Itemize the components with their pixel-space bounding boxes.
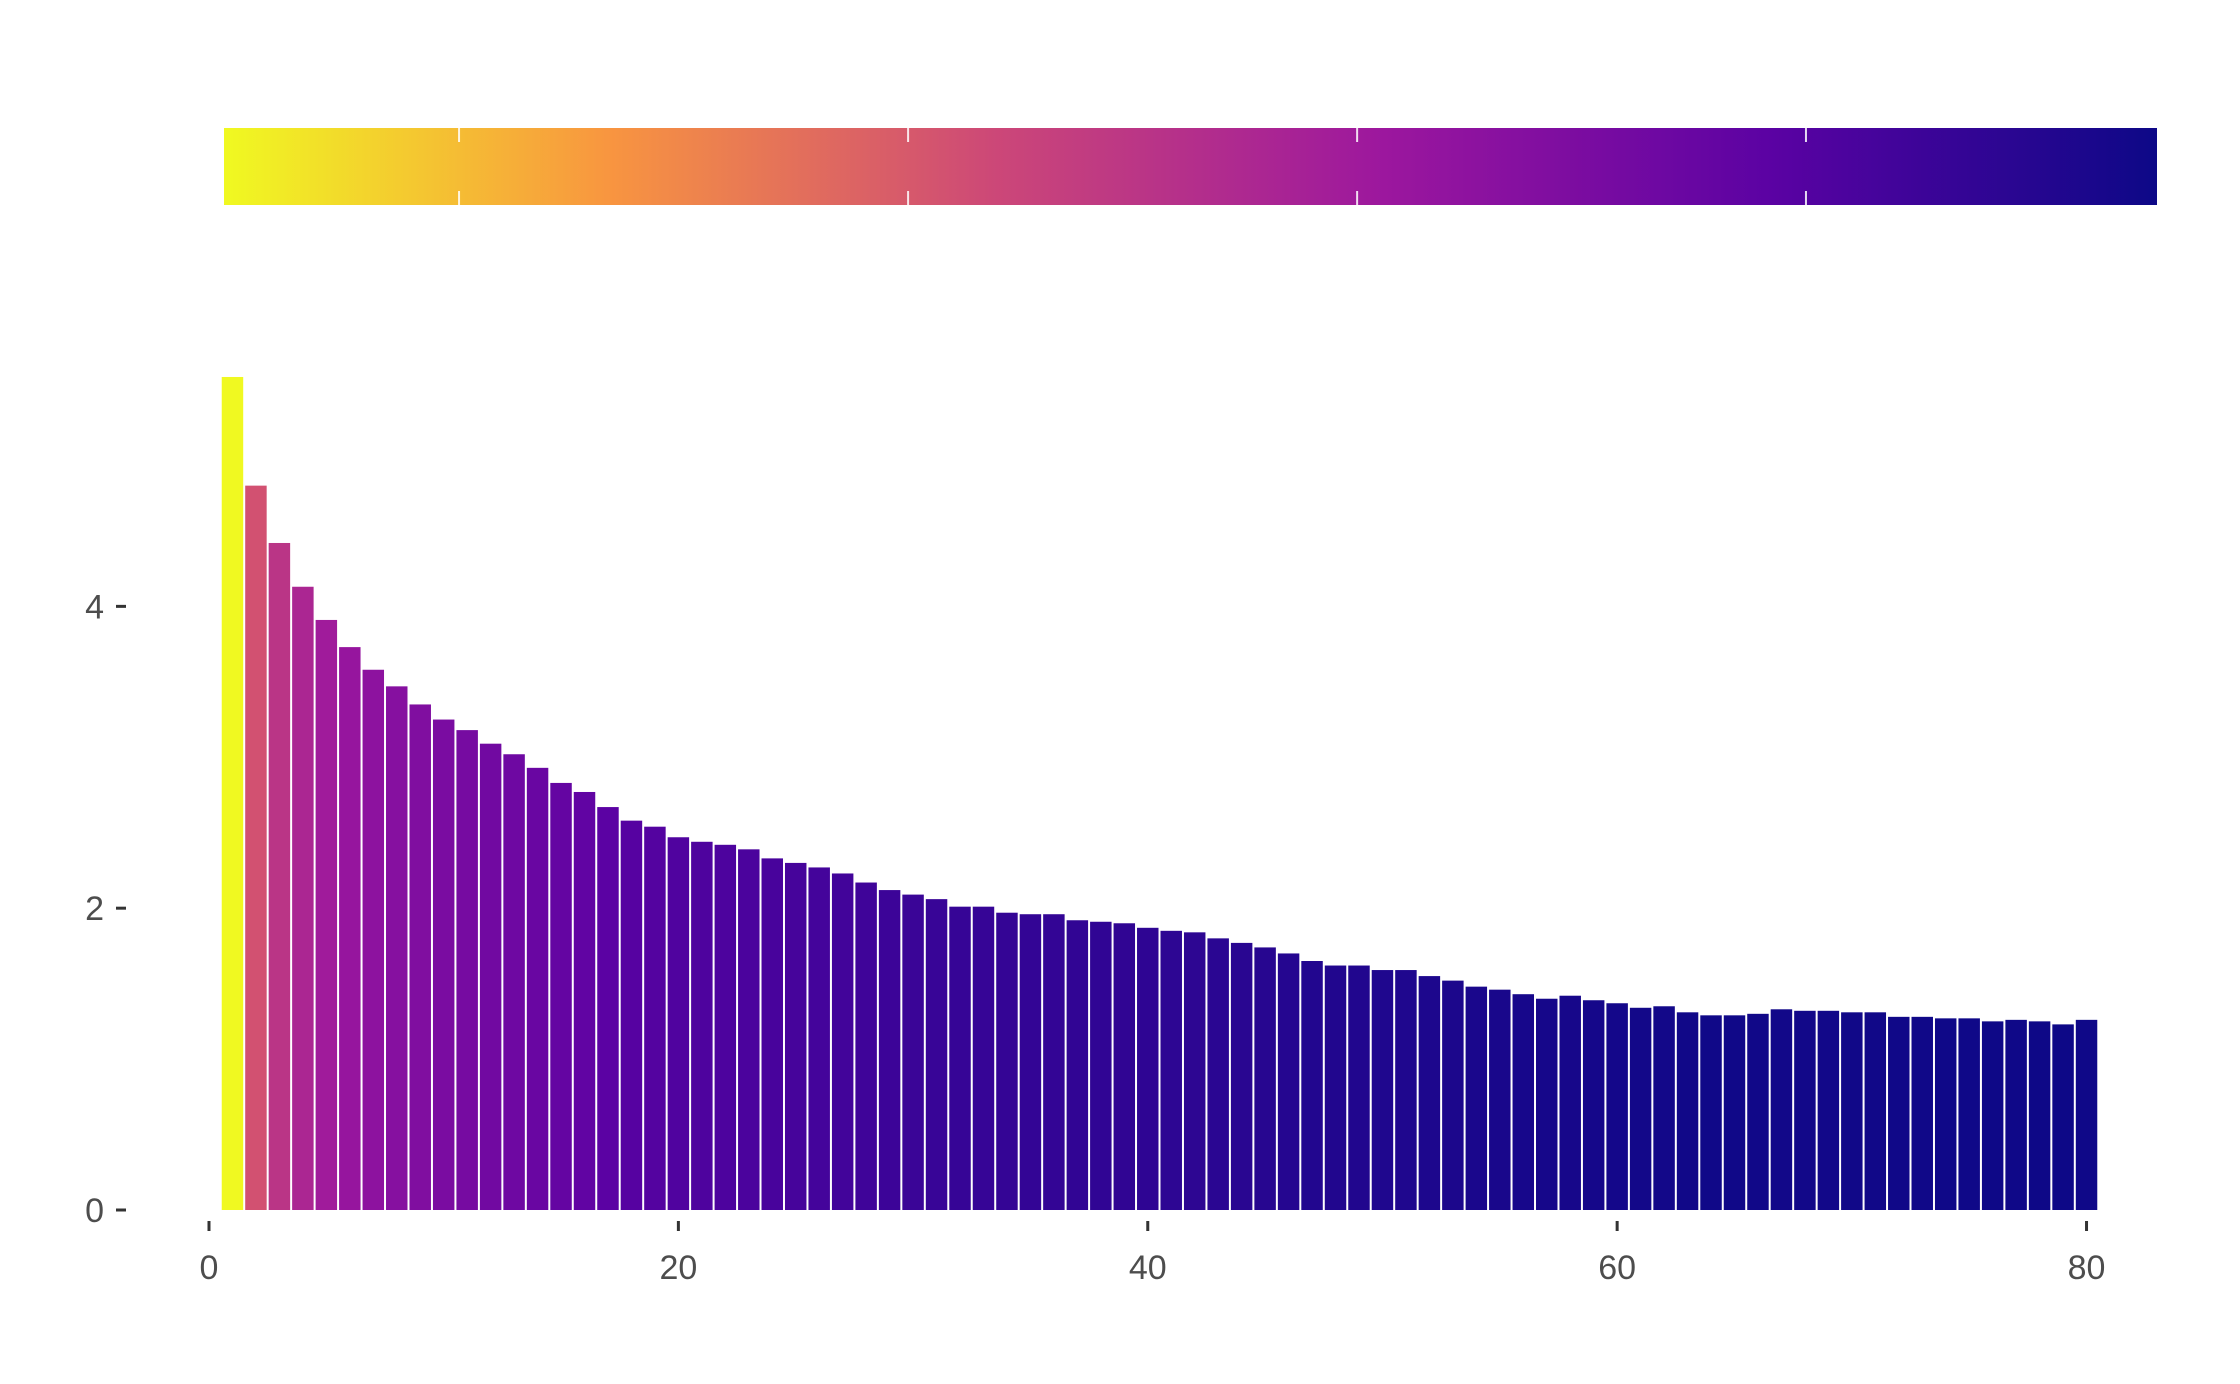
bar xyxy=(1981,1021,2004,1210)
bar xyxy=(221,376,244,1211)
x-tick-label: 60 xyxy=(1598,1249,1636,1287)
bar xyxy=(1629,1007,1652,1210)
bar xyxy=(245,485,267,1210)
x-tick-label: 80 xyxy=(2068,1249,2106,1287)
bar xyxy=(1606,1003,1628,1210)
bar xyxy=(386,686,408,1210)
bar xyxy=(902,894,924,1210)
bar xyxy=(479,743,502,1210)
bar xyxy=(456,730,478,1210)
bar xyxy=(1794,1010,1816,1210)
bar xyxy=(620,820,643,1210)
bar xyxy=(1536,998,1558,1210)
bar xyxy=(1864,1012,1887,1210)
bar xyxy=(1700,1015,1722,1210)
bar xyxy=(1160,930,1182,1210)
bar xyxy=(644,826,666,1210)
y-tick-label: 4 xyxy=(85,588,104,626)
bar xyxy=(1137,927,1159,1210)
colorbar-gradient xyxy=(224,128,2157,205)
bar xyxy=(1958,1018,1980,1210)
bar xyxy=(1817,1010,1840,1210)
bar xyxy=(2052,1024,2074,1210)
bar xyxy=(503,754,525,1210)
bar xyxy=(268,542,291,1210)
bar xyxy=(1090,921,1112,1210)
bar xyxy=(761,858,783,1210)
bar xyxy=(1019,914,1042,1210)
bar xyxy=(1723,1015,1746,1210)
bar xyxy=(1582,1000,1605,1210)
y-tick-label: 2 xyxy=(85,890,104,928)
bar xyxy=(550,782,572,1210)
bar xyxy=(808,867,830,1210)
bar xyxy=(691,841,713,1210)
bar xyxy=(1653,1006,1675,1210)
bar xyxy=(714,844,737,1210)
bar xyxy=(1442,980,1464,1210)
bars-group xyxy=(221,376,2098,1211)
bar xyxy=(2005,1019,2027,1210)
bar xyxy=(597,807,619,1210)
bar xyxy=(573,791,596,1210)
bar xyxy=(1230,942,1253,1210)
y-tick-label: 0 xyxy=(85,1192,104,1230)
bar xyxy=(409,704,431,1210)
bar xyxy=(1183,932,1206,1210)
x-axis: 0 20 40 60 80 xyxy=(200,1221,2106,1287)
bar xyxy=(315,619,338,1210)
bar xyxy=(738,849,760,1210)
bar xyxy=(1911,1016,1933,1210)
bar xyxy=(1841,1012,1863,1210)
bar xyxy=(1395,970,1417,1210)
bar xyxy=(1676,1012,1699,1210)
bar xyxy=(1113,923,1136,1210)
bar xyxy=(925,899,948,1210)
bar xyxy=(831,873,854,1210)
bar xyxy=(667,837,690,1210)
bar xyxy=(1747,1013,1769,1210)
bar xyxy=(2075,1019,2098,1210)
bar xyxy=(855,882,877,1210)
bar xyxy=(1888,1016,1910,1210)
bar xyxy=(1465,986,1488,1210)
bar xyxy=(949,906,971,1210)
bar xyxy=(339,647,361,1210)
bar xyxy=(1418,976,1441,1210)
colorbar xyxy=(224,128,2157,205)
bar xyxy=(784,862,807,1210)
bar xyxy=(1934,1018,1957,1210)
bar xyxy=(362,669,385,1210)
bar xyxy=(1371,970,1394,1210)
bar xyxy=(1348,965,1370,1210)
x-tick-label: 40 xyxy=(1129,1249,1167,1287)
bar xyxy=(996,912,1018,1210)
bar xyxy=(1207,938,1229,1210)
bar xyxy=(1254,947,1276,1210)
bar xyxy=(878,890,901,1210)
bar xyxy=(1489,989,1511,1210)
bar xyxy=(1324,965,1347,1210)
bar xyxy=(432,719,455,1210)
bar xyxy=(1301,961,1323,1210)
y-axis: 0 2 4 xyxy=(85,588,126,1230)
bar xyxy=(1043,914,1065,1210)
bar xyxy=(1512,994,1535,1210)
bar xyxy=(526,767,549,1210)
x-tick-label: 20 xyxy=(659,1249,697,1287)
bar xyxy=(972,906,995,1210)
bar xyxy=(1277,953,1300,1210)
x-tick-label: 0 xyxy=(200,1249,219,1287)
bar xyxy=(2028,1021,2051,1210)
bar xyxy=(1770,1009,1793,1210)
bar xyxy=(1559,995,1581,1210)
bar xyxy=(292,586,314,1210)
bar xyxy=(1066,920,1089,1210)
